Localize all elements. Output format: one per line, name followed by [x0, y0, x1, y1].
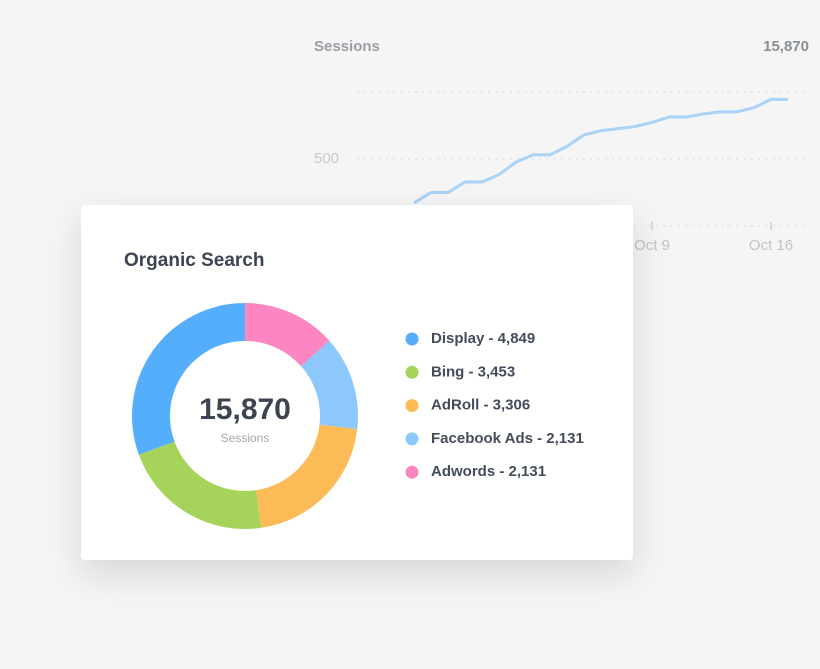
chart-title: Sessions	[314, 38, 380, 55]
card-title: Organic Search	[124, 250, 264, 271]
line-series	[413, 97, 788, 205]
legend-label: AdRoll - 3,306	[431, 397, 530, 414]
legend-label: Display - 4,849	[431, 330, 535, 347]
center-value: 15,870	[199, 393, 291, 426]
legend-swatch	[405, 432, 419, 446]
legend-swatch	[405, 465, 419, 479]
x-tick-label: Oct 16	[749, 237, 793, 254]
legend-swatch	[405, 365, 419, 379]
donut-slice	[301, 340, 358, 430]
legend-swatch	[405, 332, 419, 346]
legend-swatch	[405, 399, 419, 413]
donut-slice	[255, 424, 358, 528]
total-value: 15,870	[763, 38, 809, 55]
legend-label: Facebook Ads - 2,131	[431, 430, 584, 447]
y-tick-label: 500	[314, 150, 339, 167]
card	[81, 205, 633, 560]
donut-slice	[245, 303, 330, 367]
donut-slice	[132, 303, 245, 455]
x-tick-label: Oct 9	[634, 237, 670, 254]
donut-slice	[138, 441, 262, 529]
center-label: Sessions	[221, 431, 270, 445]
sessions-chart: Sessions 15,870 500 Oct 9 Oct 16	[314, 38, 809, 254]
organic-search-card: Organic Search Display - 4,849 Bing - 3,4…	[81, 205, 633, 560]
legend-label: Bing - 3,453	[431, 363, 515, 380]
legend-label: Adwords - 2,131	[431, 463, 546, 480]
